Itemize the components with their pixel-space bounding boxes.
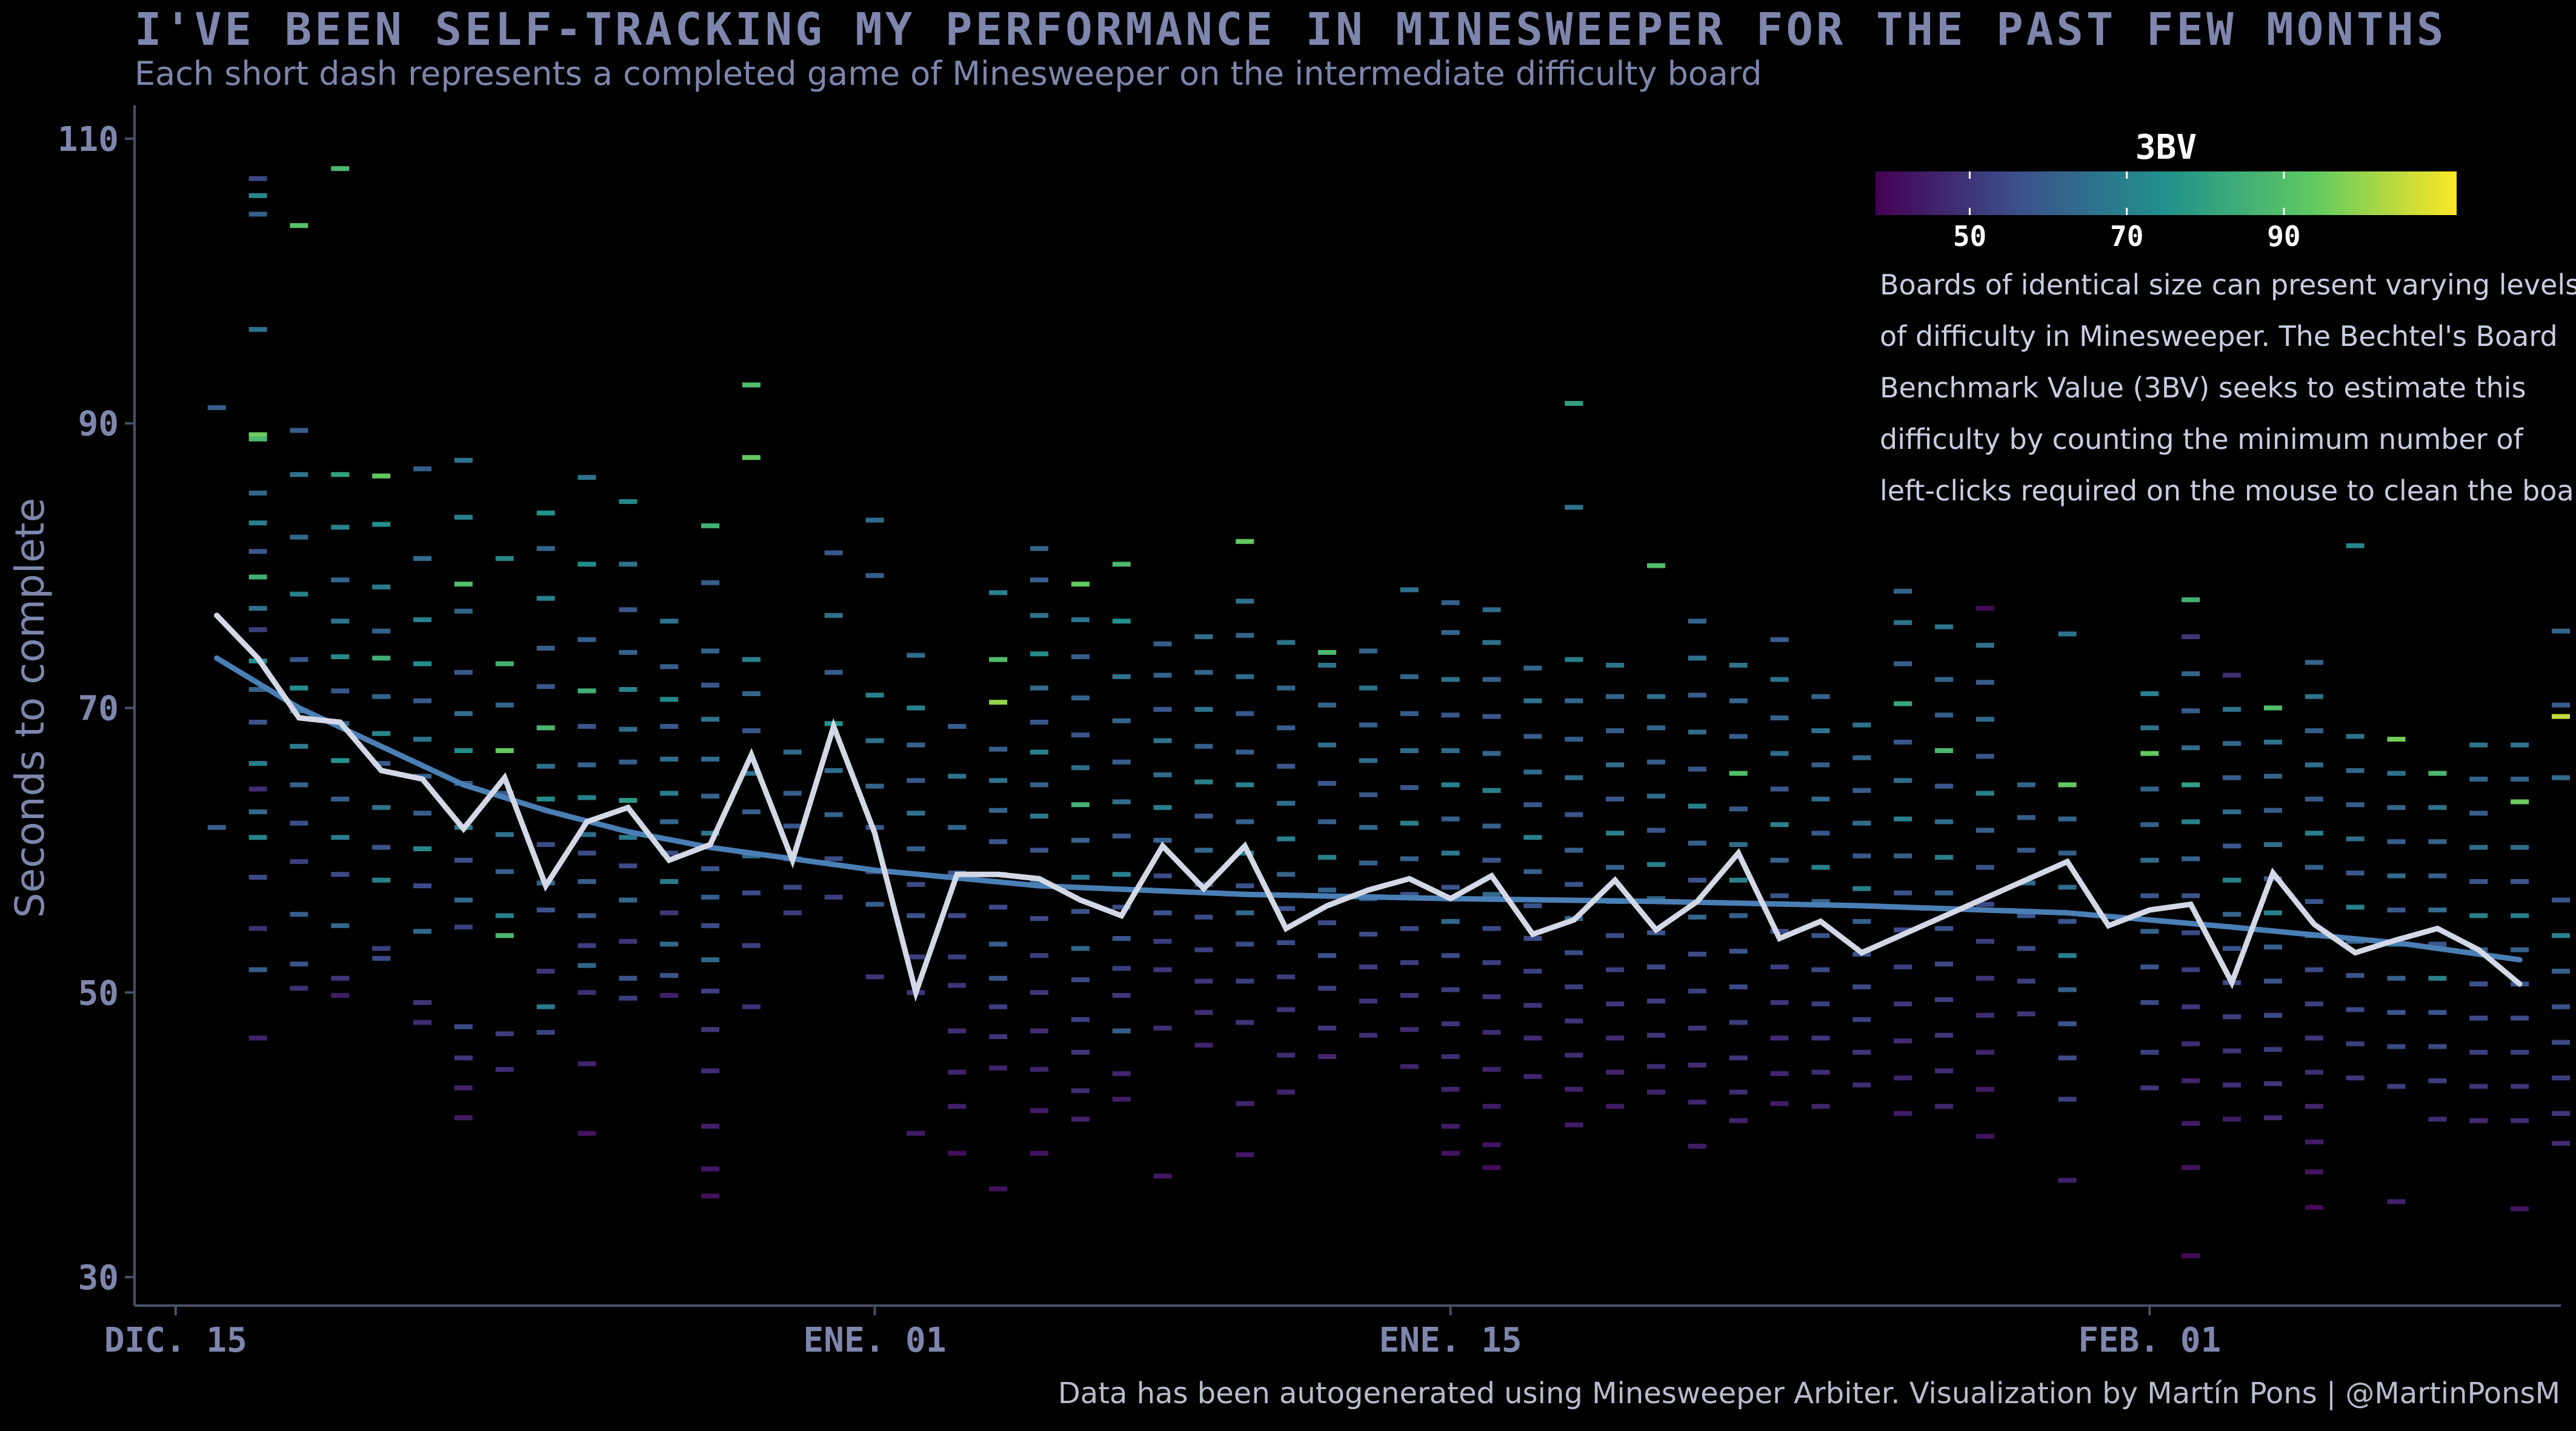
lines bbox=[214, 613, 2523, 1002]
y-tick-label: 70 bbox=[78, 689, 119, 729]
x-tick-label: ENE. 01 bbox=[804, 1321, 947, 1360]
axes: Seconds to complete 30 50 70 90 110 DIC. 15 EN… bbox=[7, 105, 2561, 1360]
annotation-text: Boards of identical size can present var… bbox=[1880, 268, 2576, 507]
colorbar-tick-label: 70 bbox=[2110, 220, 2143, 253]
y-tick-label: 110 bbox=[58, 120, 119, 159]
colorbar-gradient bbox=[1875, 171, 2457, 215]
annotation-line: of difficulty in Minesweeper. The Bechte… bbox=[1880, 320, 2558, 353]
y-axis-label: Seconds to complete bbox=[7, 498, 53, 918]
y-tick-label: 30 bbox=[78, 1258, 119, 1298]
y-tick-label: 50 bbox=[78, 974, 119, 1013]
chart-subtitle: Each short dash represents a completed g… bbox=[135, 55, 1762, 93]
x-tick-label: FEB. 01 bbox=[2078, 1321, 2221, 1360]
y-tick-label: 90 bbox=[78, 405, 119, 444]
game-dashes bbox=[207, 166, 2570, 1258]
colorbar-tick-label: 50 bbox=[1953, 220, 1986, 253]
chart-caption: Data has been autogenerated using Minesw… bbox=[1057, 1376, 2560, 1410]
annotation-line: Benchmark Value (3BV) seeks to estimate … bbox=[1880, 371, 2526, 404]
colorbar-legend: 3BV 50 70 90 bbox=[1875, 128, 2457, 253]
colorbar-tick-label: 90 bbox=[2267, 220, 2300, 253]
chart-title: I'VE BEEN SELF-TRACKING MY PERFORMANCE I… bbox=[135, 4, 2447, 56]
annotation-line: left-clicks required on the mouse to cle… bbox=[1880, 474, 2576, 507]
colorbar-title: 3BV bbox=[2135, 128, 2197, 167]
x-tick-label: ENE. 15 bbox=[1379, 1321, 1522, 1360]
annotation-line: Boards of identical size can present var… bbox=[1880, 268, 2576, 301]
trend-line bbox=[214, 655, 2523, 963]
x-tick-label: DIC. 15 bbox=[104, 1321, 247, 1360]
daily-mean-line bbox=[214, 613, 2523, 1002]
annotation-line: difficulty by counting the minimum numbe… bbox=[1880, 423, 2524, 456]
